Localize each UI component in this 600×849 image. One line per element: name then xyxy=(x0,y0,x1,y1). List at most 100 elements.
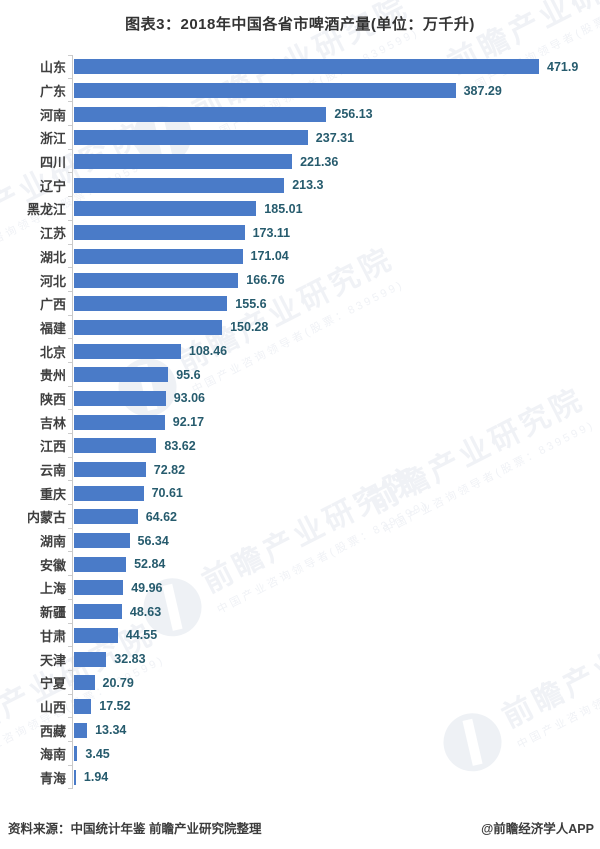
bar-track: 166.76 xyxy=(68,268,594,292)
chart-row: 河南 256.13 xyxy=(0,102,594,127)
bar-track: 93.06 xyxy=(68,386,594,411)
credit-note: @前瞻经济学人APP xyxy=(481,822,594,836)
bar-track: 237.31 xyxy=(68,126,594,150)
value-label: 108.46 xyxy=(188,344,228,359)
category-label: 上海 xyxy=(39,581,66,597)
value-label: 221.36 xyxy=(300,154,339,169)
bar xyxy=(74,414,165,430)
bar-track: 95.6 xyxy=(68,362,594,387)
value-label: 1.94 xyxy=(83,770,109,785)
bar-track: 70.61 xyxy=(68,481,594,506)
bar-track: 3.45 xyxy=(68,741,594,766)
category-label: 重庆 xyxy=(39,486,66,502)
category-label: 山东 xyxy=(39,60,66,76)
chart-row: 黑龙江 185.01 xyxy=(0,197,594,221)
value-label: 64.62 xyxy=(145,509,177,524)
bar-track: 72.82 xyxy=(68,457,594,482)
value-label: 32.83 xyxy=(114,652,146,667)
chart-title: 图表3：2018年中国各省市啤酒产量(单位：万千升) xyxy=(125,16,475,33)
bar xyxy=(74,201,257,217)
value-label: 44.55 xyxy=(125,628,158,643)
chart-row: 陕西 93.06 xyxy=(0,386,594,411)
category-label: 湖南 xyxy=(39,534,66,550)
bar xyxy=(74,106,327,122)
bar xyxy=(74,462,146,478)
category-label: 河南 xyxy=(39,107,66,123)
category-label: 福建 xyxy=(39,320,66,336)
category-label: 辽宁 xyxy=(39,178,66,194)
chart-row: 宁夏 20.79 xyxy=(0,670,594,695)
chart-row: 海南 3.45 xyxy=(0,741,594,766)
bar xyxy=(74,651,107,667)
value-label: 237.31 xyxy=(315,130,355,145)
value-label: 185.01 xyxy=(264,201,303,216)
chart-row: 内蒙古 64.62 xyxy=(0,505,594,529)
chart-row: 河北 166.76 xyxy=(0,268,594,292)
bar xyxy=(74,556,127,572)
value-label: 387.29 xyxy=(463,83,502,98)
value-label: 166.76 xyxy=(246,273,285,288)
bar-track: 108.46 xyxy=(68,339,594,363)
bar xyxy=(74,580,124,596)
bar xyxy=(74,722,88,738)
category-label: 西藏 xyxy=(39,723,66,739)
bar-track: 17.52 xyxy=(68,694,594,719)
value-label: 173.11 xyxy=(252,225,291,240)
category-label: 湖北 xyxy=(39,249,66,265)
bar xyxy=(74,485,144,501)
value-label: 92.17 xyxy=(172,415,205,430)
bar xyxy=(74,746,78,762)
chart-row: 广东 387.29 xyxy=(0,78,594,103)
category-label: 江苏 xyxy=(39,226,66,242)
bar xyxy=(74,343,181,359)
chart-row: 甘肃 44.55 xyxy=(0,623,594,648)
bar-track: 221.36 xyxy=(68,149,594,174)
chart-row: 青海 1.94 xyxy=(0,765,594,790)
bar xyxy=(74,83,456,99)
value-label: 471.9 xyxy=(547,59,579,74)
category-label: 河北 xyxy=(39,273,66,289)
bar xyxy=(74,533,130,549)
bar-track: 173.11 xyxy=(68,220,594,245)
chart-row: 四川 221.36 xyxy=(0,149,594,174)
chart-row: 贵州 95.6 xyxy=(0,362,594,387)
value-label: 56.34 xyxy=(137,533,169,548)
chart-row: 广西 155.6 xyxy=(0,291,594,316)
chart-row: 云南 72.82 xyxy=(0,457,594,482)
value-label: 256.13 xyxy=(334,107,373,122)
value-label: 20.79 xyxy=(102,675,134,690)
category-label: 贵州 xyxy=(39,368,66,384)
value-label: 52.84 xyxy=(134,557,166,572)
bar-track: 32.83 xyxy=(68,647,594,671)
chart-row: 山西 17.52 xyxy=(0,694,594,719)
chart-row: 辽宁 213.3 xyxy=(0,173,594,198)
source-note: 资料来源：中国统计年鉴 前瞻产业研究院整理 xyxy=(8,822,262,836)
bar xyxy=(74,367,169,383)
bar-track: 387.29 xyxy=(68,78,594,103)
category-label: 黑龙江 xyxy=(26,202,66,218)
bar xyxy=(74,509,138,525)
category-label: 山西 xyxy=(39,699,66,715)
bar xyxy=(74,627,118,643)
chart-row: 山东 471.9 xyxy=(0,55,594,79)
chart-row: 新疆 48.63 xyxy=(0,599,594,624)
chart-row: 浙江 237.31 xyxy=(0,126,594,150)
category-label: 宁夏 xyxy=(39,676,66,692)
bar-track: 20.79 xyxy=(68,670,594,695)
bar xyxy=(74,296,228,312)
bar xyxy=(74,130,308,146)
bar xyxy=(74,319,223,335)
bar-track: 52.84 xyxy=(68,552,594,577)
value-label: 213.3 xyxy=(292,178,324,193)
value-label: 48.63 xyxy=(129,604,162,619)
value-label: 72.82 xyxy=(153,462,186,477)
bar-track: 56.34 xyxy=(68,528,594,553)
category-label: 浙江 xyxy=(39,131,66,147)
category-label: 北京 xyxy=(39,344,66,360)
bar-track: 185.01 xyxy=(68,197,594,221)
bar-chart: 山东 471.9 广东 387.29 河南 256.13 浙江 237.31 四川 221.36 辽… xyxy=(0,55,594,790)
category-label: 青海 xyxy=(39,770,66,786)
chart-row: 吉林 92.17 xyxy=(0,410,594,434)
value-label: 93.06 xyxy=(173,391,205,406)
value-label: 70.61 xyxy=(151,486,183,501)
